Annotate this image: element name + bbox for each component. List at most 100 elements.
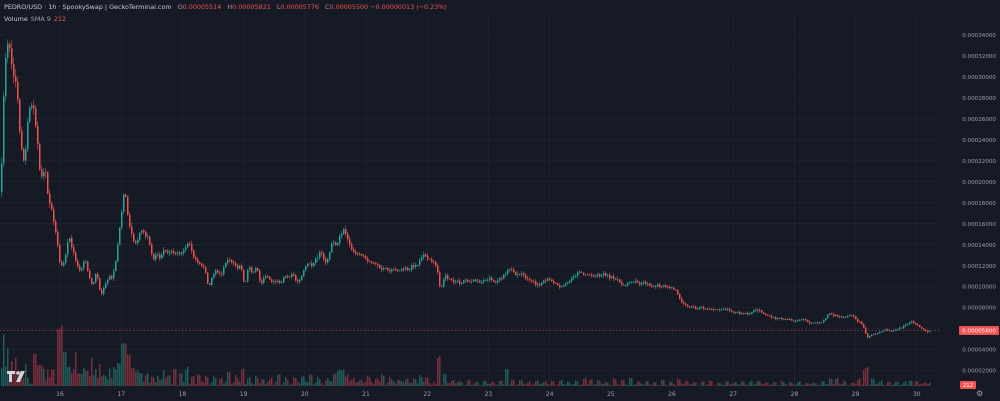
volume-bar xyxy=(505,369,507,386)
time-tick-label: 24 xyxy=(546,391,554,398)
volume-bar xyxy=(369,377,371,386)
candle-body xyxy=(69,238,71,243)
price-tick-label: 0.00002000 xyxy=(962,369,996,375)
candle-body xyxy=(221,273,223,275)
volume-bar xyxy=(23,377,25,386)
last-price-value: 0.00005800 xyxy=(962,329,996,335)
candle-body xyxy=(401,268,403,271)
volume-bar xyxy=(769,384,771,386)
candle-body xyxy=(133,233,135,242)
candle-body xyxy=(879,331,881,333)
candle-body xyxy=(487,279,489,281)
volume-bar xyxy=(557,384,559,386)
volume-bar xyxy=(781,380,783,386)
candle-body xyxy=(493,279,495,282)
gear-icon[interactable]: ⚙ xyxy=(976,389,984,398)
candle-body xyxy=(251,267,253,273)
volume-bar xyxy=(523,383,525,386)
candle-body xyxy=(79,266,81,270)
volume-bar xyxy=(487,383,489,386)
volume-bar xyxy=(837,378,839,386)
volume-bar xyxy=(449,382,451,386)
volume-bar xyxy=(465,384,467,386)
candle-body xyxy=(131,226,133,234)
candle-body xyxy=(705,308,707,310)
candle-body xyxy=(841,316,843,318)
candle-body xyxy=(239,265,241,269)
candle-body xyxy=(135,241,137,244)
candle-body xyxy=(833,314,835,316)
candle-body xyxy=(339,236,341,243)
candle-body xyxy=(273,281,275,283)
candle-body xyxy=(397,269,399,271)
candle-body xyxy=(271,279,273,282)
candle-body xyxy=(111,276,113,279)
volume-bar xyxy=(667,385,669,386)
candle-body xyxy=(379,265,381,268)
candle-body xyxy=(453,279,455,283)
candle-body xyxy=(371,261,373,264)
candle-body xyxy=(65,254,67,264)
volume-bar xyxy=(221,377,223,386)
volume-bar xyxy=(135,371,137,386)
candle-body xyxy=(381,267,383,270)
volume-bar xyxy=(687,381,689,386)
volume-bar xyxy=(205,376,207,386)
candle-body xyxy=(51,203,53,210)
volume-bar xyxy=(579,385,581,386)
candle-body xyxy=(479,280,481,283)
volume-bar xyxy=(225,381,227,386)
candle-body xyxy=(527,278,529,280)
tradingview-logo-icon[interactable] xyxy=(6,369,26,383)
volume-bar xyxy=(413,378,415,386)
volume-bar xyxy=(37,365,39,386)
volume-tag-value: 212 xyxy=(963,383,973,389)
volume-bar xyxy=(47,369,49,386)
volume-bar xyxy=(919,384,921,386)
volume-bar xyxy=(891,385,893,386)
price-tick-label: 0.00010000 xyxy=(962,285,996,291)
candle-body xyxy=(281,282,283,283)
volume-bar xyxy=(867,366,869,386)
candle-body xyxy=(395,269,397,271)
candle-body xyxy=(177,252,179,254)
volume-bar xyxy=(317,376,319,386)
volume-bar xyxy=(599,380,601,386)
volume-bar xyxy=(7,348,9,386)
candle-body xyxy=(193,250,195,258)
candle-body xyxy=(171,251,173,253)
volume-bar xyxy=(761,383,763,386)
candle-body xyxy=(331,243,333,253)
volume-bar xyxy=(839,383,841,386)
volume-bar xyxy=(773,381,775,386)
volume-bar xyxy=(517,384,519,386)
candle-body xyxy=(645,281,647,285)
candle-body xyxy=(247,270,249,282)
candle-body xyxy=(887,329,889,331)
candle-body xyxy=(529,279,531,281)
volume-bar xyxy=(725,382,727,386)
candle-body xyxy=(519,274,521,276)
price-tick-label: 0.00020000 xyxy=(962,180,996,186)
volume-bar xyxy=(751,380,753,386)
candle-body xyxy=(349,239,351,245)
volume-bar xyxy=(825,384,827,386)
change-value: −0.00000013 (−0.23%) xyxy=(370,3,447,11)
candle-body xyxy=(391,269,393,272)
volume-bar xyxy=(829,378,831,386)
volume-bar xyxy=(75,352,77,386)
candle-body xyxy=(139,233,141,240)
candle-body xyxy=(845,316,847,318)
candle-body xyxy=(211,278,213,285)
volume-bar xyxy=(327,378,329,386)
pair-label: PEDRO/USD xyxy=(4,3,43,11)
volume-bar xyxy=(105,376,107,386)
candle-body xyxy=(361,253,363,256)
volume-bar xyxy=(285,377,287,386)
volume-bar xyxy=(373,383,375,386)
volume-bar xyxy=(543,382,545,386)
high-value: 0.00005821 xyxy=(232,3,271,11)
volume-bar xyxy=(927,384,929,386)
